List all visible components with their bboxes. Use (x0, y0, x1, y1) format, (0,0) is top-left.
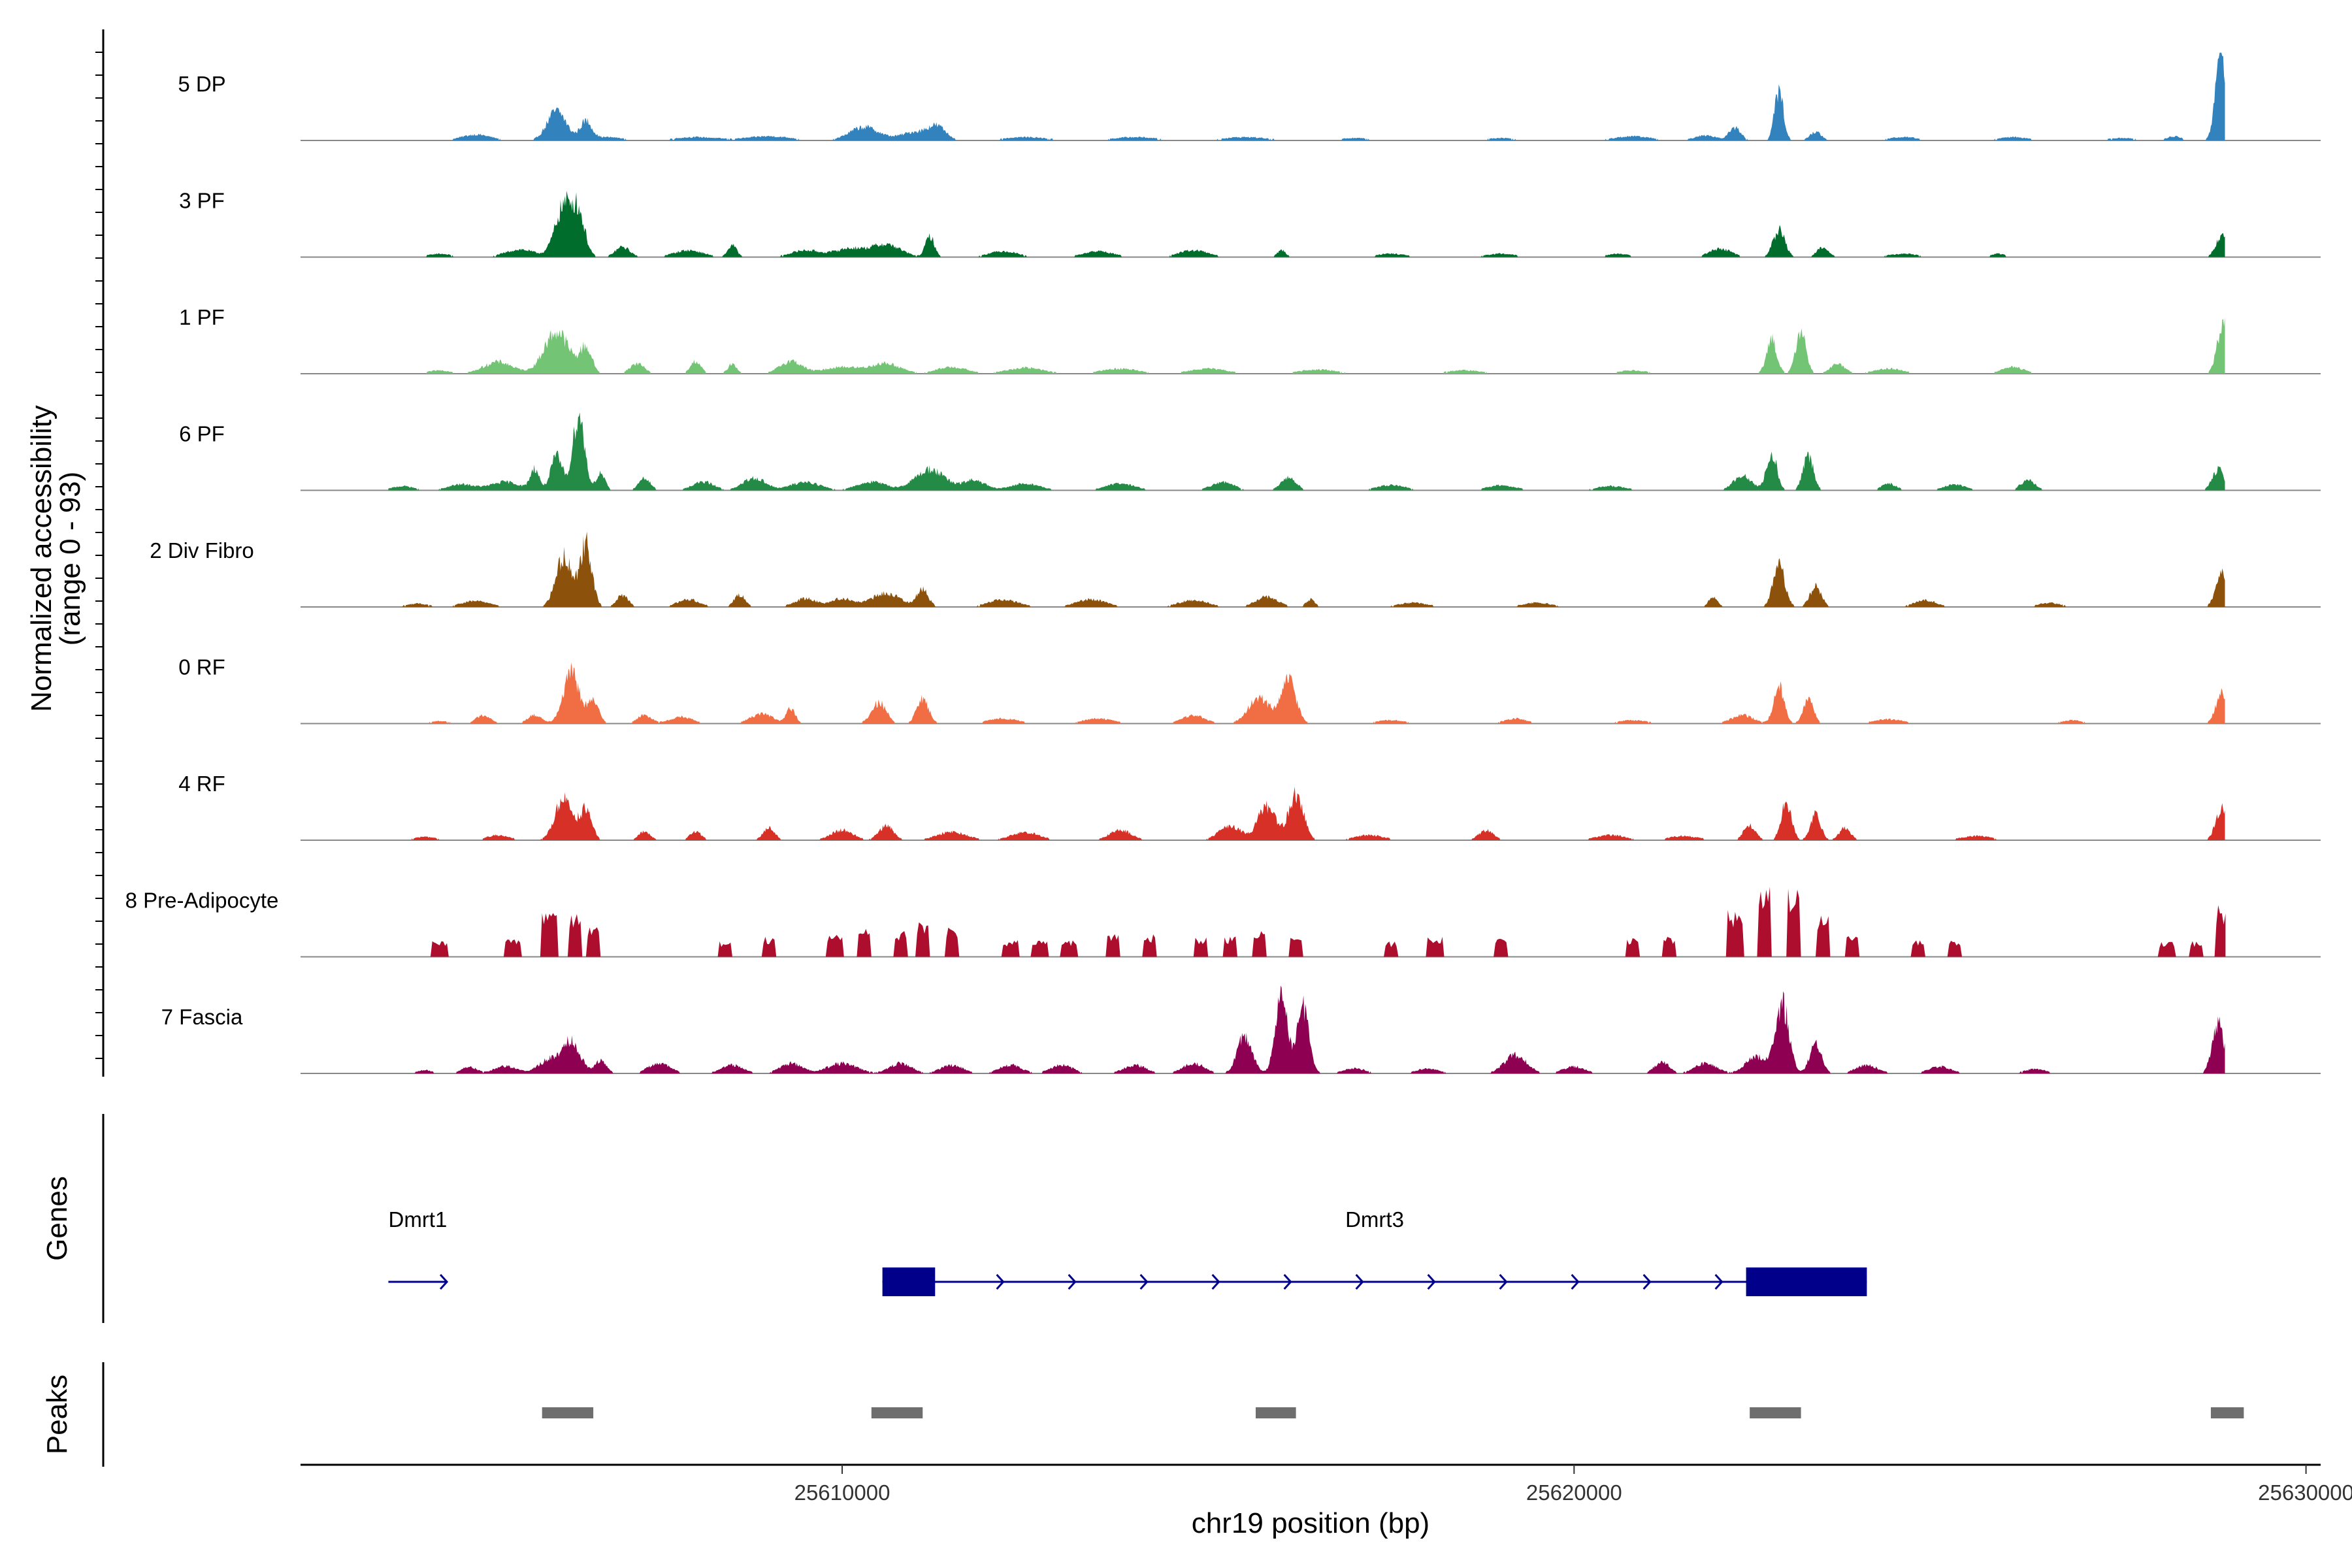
coverage-area (388, 887, 2226, 957)
track-label: 8 Pre-Adipocyte (125, 889, 279, 913)
gene-label: Dmrt1 (389, 1207, 448, 1232)
peak-region (2210, 1407, 2244, 1418)
coverage-area (388, 52, 2225, 140)
coverage-area (388, 191, 2225, 257)
gene-dmrt1: Dmrt1 (388, 1207, 449, 1290)
track-3-pf: 3 PF (179, 189, 2321, 258)
track-label: 3 PF (179, 189, 225, 213)
x-axis-ticks: 25610000 25620000 25630000 (794, 1465, 2352, 1505)
x-tick-label: 25630000 (2258, 1480, 2352, 1505)
strand-arrow (1427, 1273, 1436, 1290)
gene-exon (882, 1267, 936, 1296)
strand-arrow (1211, 1273, 1220, 1290)
track-4-rf: 4 RF (178, 772, 2321, 841)
peak-region (542, 1407, 594, 1418)
gene-label: Dmrt3 (1345, 1207, 1404, 1232)
track-5-dp: 5 DP (178, 52, 2321, 141)
strand-arrow (1499, 1273, 1508, 1290)
peak-region (871, 1407, 923, 1418)
gene-dmrt3: Dmrt3 (882, 1207, 1867, 1296)
peaks-panel-label: Peaks (41, 1375, 73, 1454)
coverage-area (388, 787, 2225, 840)
track-6-pf: 6 PF (179, 412, 2321, 491)
strand-arrow (1139, 1273, 1149, 1290)
track-1-pf: 1 PF (179, 305, 2321, 374)
gene-annotations: Dmrt1 Dmrt3 (388, 1207, 1867, 1296)
coverage-area (388, 317, 2225, 374)
track-8-pre-adipocyte: 8 Pre-Adipocyte (125, 887, 2321, 958)
y-axis-title-line1: Normalized accessibility (25, 405, 57, 711)
peak-region (1255, 1407, 1296, 1418)
track-label: 4 RF (178, 772, 225, 796)
coverage-tracks: 5 DP 3 PF 1 PF 6 PF 2 Div Fibro 0 RF 4 RF 8 Pre… (125, 52, 2321, 1074)
track-label: 6 PF (179, 422, 225, 446)
gene-exon (1746, 1267, 1867, 1296)
x-tick-label: 25610000 (794, 1480, 890, 1505)
strand-arrow (439, 1273, 449, 1290)
x-tick-label: 25620000 (1526, 1480, 1622, 1505)
coverage-area (388, 412, 2225, 491)
strand-arrow (1714, 1273, 1723, 1290)
strand-arrow (1283, 1273, 1292, 1290)
strand-arrow (996, 1273, 1005, 1290)
track-7-fascia: 7 Fascia (161, 985, 2321, 1074)
peak-regions (542, 1407, 2244, 1418)
track-label: 1 PF (179, 305, 225, 329)
track-0-rf: 0 RF (178, 655, 2321, 725)
y-axis-title-line2: (range 0 - 93) (54, 472, 86, 646)
genes-panel-label: Genes (41, 1176, 73, 1261)
track-label: 5 DP (178, 72, 225, 96)
strand-arrow (1571, 1273, 1580, 1290)
y-axis-title: Normalized accessibility (range 0 - 93) (25, 405, 86, 711)
coverage-y-ticks (95, 52, 103, 1059)
strand-arrow (1355, 1273, 1364, 1290)
track-label: 7 Fascia (161, 1005, 243, 1029)
track-label: 2 Div Fibro (150, 538, 254, 563)
x-axis-title: chr19 position (bp) (1192, 1507, 1429, 1539)
strand-arrow (1642, 1273, 1652, 1290)
coverage-area (388, 531, 2225, 607)
coverage-area (388, 662, 2225, 724)
peak-region (1750, 1407, 1801, 1418)
strand-arrow (1068, 1273, 1077, 1290)
track-label: 0 RF (178, 655, 225, 679)
track-2-div-fibro: 2 Div Fibro (150, 531, 2321, 608)
coverage-area (388, 985, 2225, 1073)
